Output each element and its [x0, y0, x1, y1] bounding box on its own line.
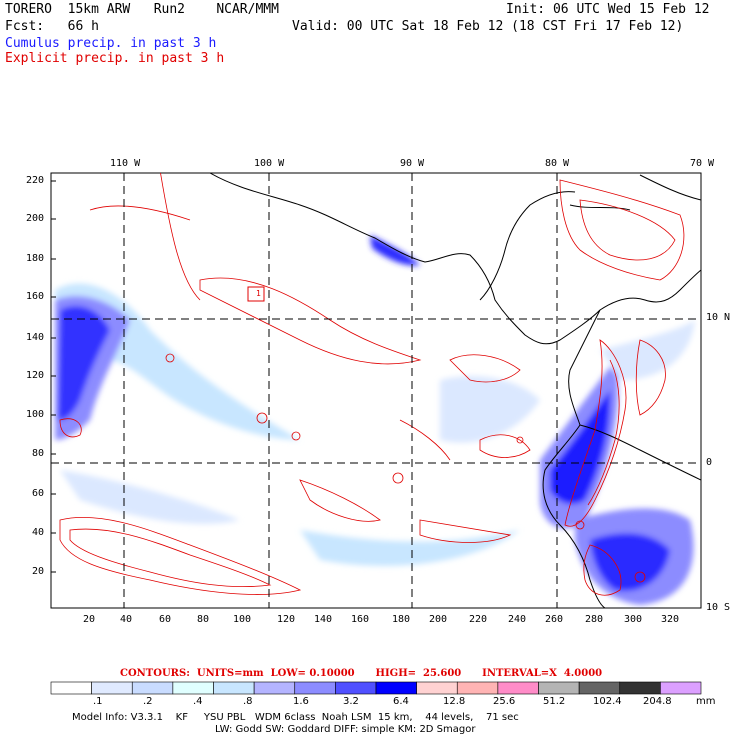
color-bar-label: 12.8	[443, 696, 466, 707]
x-tick-300: 300	[624, 614, 643, 625]
x-tick-220: 220	[469, 614, 488, 625]
color-bar-label: .8	[243, 696, 253, 707]
lon-label-100w: 100 W	[254, 158, 285, 169]
lat-label-10s: 10 S	[706, 602, 731, 613]
field-label-cumulus: Cumulus precip. in past 3 h	[5, 36, 217, 51]
model-info-line1: Model Info: V3.3.1 KF YSU PBL WDM 6class…	[72, 712, 519, 723]
color-bar-label: 6.4	[393, 696, 409, 707]
color-bar-label: 102.4	[593, 696, 622, 707]
graticule	[51, 173, 701, 608]
x-tick-140: 140	[314, 614, 333, 625]
color-bar-label: 25.6	[493, 696, 516, 707]
model-title: TORERO 15km ARW Run2 NCAR/MMM	[5, 2, 279, 17]
x-tick-160: 160	[351, 614, 370, 625]
y-tick-120: 120	[26, 370, 45, 381]
color-bar-label: 3.2	[343, 696, 359, 707]
x-tick-180: 180	[392, 614, 411, 625]
lat-label-10n: 10 N	[706, 312, 731, 323]
lon-label-90w: 90 W	[400, 158, 425, 169]
x-tick-280: 280	[585, 614, 604, 625]
x-tick-320: 320	[661, 614, 680, 625]
y-tick-100: 100	[26, 409, 45, 420]
color-bar-label: .4	[193, 696, 203, 707]
y-tick-160: 160	[26, 291, 45, 302]
x-tick-80: 80	[197, 614, 210, 625]
y-tick-60: 60	[32, 488, 45, 499]
y-tick-140: 140	[26, 332, 45, 343]
color-bar-label: .1	[93, 696, 103, 707]
lat-label-0: 0	[706, 457, 713, 468]
y-tick-180: 180	[26, 253, 45, 264]
color-bar-label: 51.2	[543, 696, 566, 707]
contour-caption: CONTOURS: UNITS=mm LOW= 0.10000 HIGH= 25…	[120, 668, 603, 679]
y-tick-40: 40	[32, 527, 45, 538]
lon-label-70w: 70 W	[690, 158, 715, 169]
x-tick-260: 260	[545, 614, 564, 625]
x-tick-100: 100	[233, 614, 252, 625]
x-tick-120: 120	[277, 614, 296, 625]
marker-box-label: 1	[256, 289, 261, 298]
x-tick-60: 60	[159, 614, 172, 625]
x-tick-240: 240	[508, 614, 527, 625]
lon-label-80w: 80 W	[545, 158, 570, 169]
x-tick-200: 200	[429, 614, 448, 625]
init-time: Init: 06 UTC Wed 15 Feb 12	[506, 2, 710, 17]
y-tick-220: 220	[26, 175, 45, 186]
color-bar-label: 204.8	[643, 696, 672, 707]
x-tick-40: 40	[120, 614, 133, 625]
axis-ticks	[51, 180, 56, 573]
model-info-line2: LW: Godd SW: Goddard DIFF: simple KM: 2D…	[215, 724, 476, 735]
forecast-hour: Fcst: 66 h	[5, 19, 99, 34]
y-tick-80: 80	[32, 448, 45, 459]
lon-label-110w: 110 W	[110, 158, 141, 169]
x-tick-20: 20	[83, 614, 96, 625]
explicit-precip-contours	[59, 173, 685, 596]
y-tick-200: 200	[26, 213, 45, 224]
color-bar-unit: mm	[696, 696, 716, 707]
y-tick-20: 20	[32, 566, 45, 577]
valid-time: Valid: 00 UTC Sat 18 Feb 12 (18 CST Fri …	[292, 19, 684, 34]
color-bar-label: 1.6	[293, 696, 309, 707]
field-label-explicit: Explicit precip. in past 3 h	[5, 51, 225, 66]
marker-box	[247, 286, 265, 302]
color-bar-label: .2	[143, 696, 153, 707]
coastlines	[209, 173, 701, 608]
